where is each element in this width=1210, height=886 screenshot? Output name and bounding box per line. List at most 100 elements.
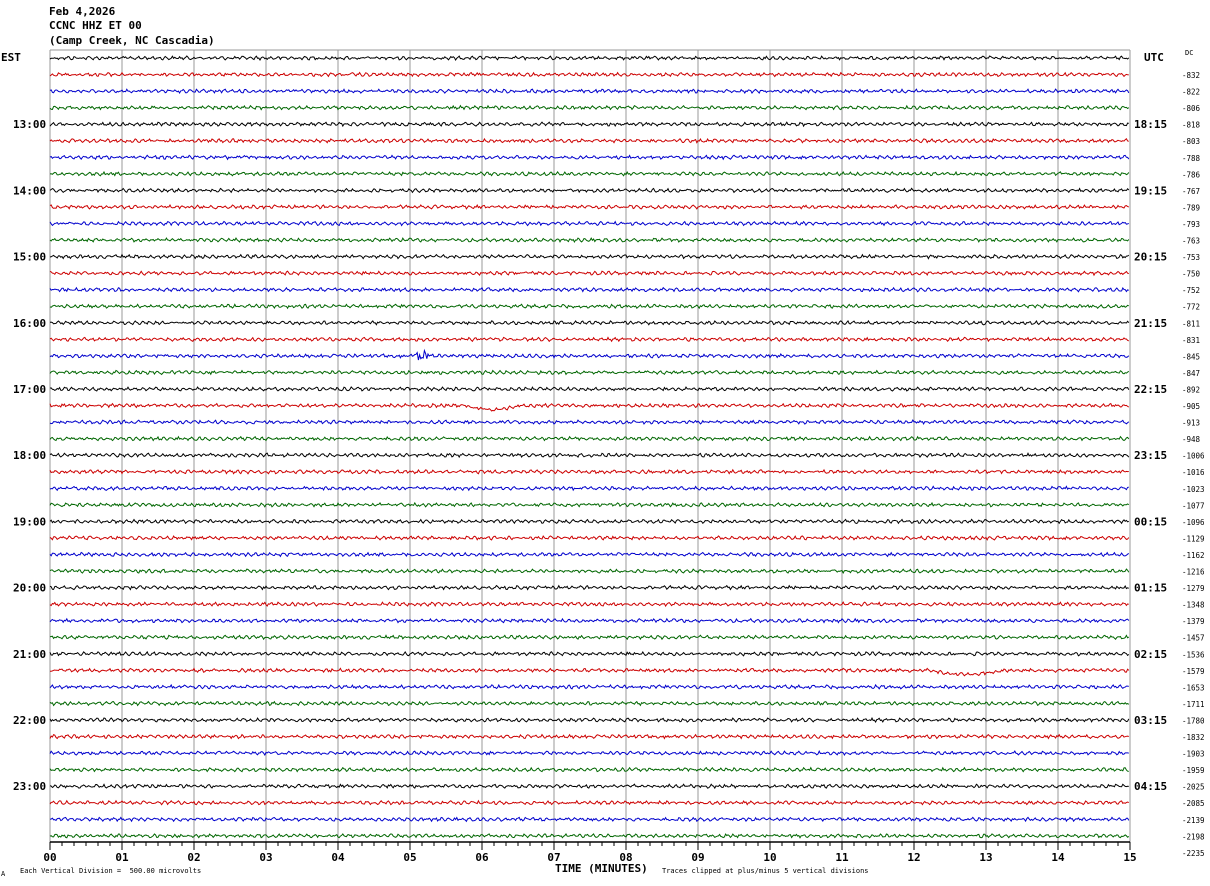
hour-labels: 13:00 14:00 15:00 16:00 17:00 18:00 19:00 20:00…	[13, 118, 1167, 793]
dc-offset-value: -1903	[1182, 750, 1205, 759]
x-tick-label: 07	[547, 851, 560, 864]
trace-line	[49, 733, 1129, 740]
minute-gridlines	[49, 49, 1131, 842]
record-date: Feb 4,2026	[49, 5, 116, 18]
trace-line	[49, 154, 1130, 161]
trace-line	[49, 452, 1130, 459]
dc-offset-value: -1457	[1182, 634, 1205, 643]
x-tick-label: 10	[763, 851, 776, 864]
clip-note: Traces clipped at plus/minus 5 vertical …	[662, 867, 869, 875]
trace-line	[49, 187, 1130, 194]
trace-line	[49, 348, 1130, 361]
est-hour-label: 18:00	[13, 449, 46, 462]
trace-line	[49, 88, 1130, 95]
trace-line	[49, 55, 1130, 61]
dc-offset-value: -752	[1182, 286, 1200, 295]
est-hour-label: 16:00	[13, 317, 46, 330]
dc-offset-value: -803	[1182, 137, 1200, 146]
dc-offset-value: -1579	[1182, 667, 1205, 676]
dc-offset-value: -892	[1182, 385, 1200, 394]
x-tick-label: 05	[403, 851, 416, 864]
trace-line	[49, 220, 1129, 227]
trace-line	[49, 584, 1129, 591]
left-timezone-label: EST	[1, 51, 21, 64]
trace-line	[49, 402, 1130, 412]
dc-offset-value: -786	[1182, 170, 1201, 179]
x-tick-label: 15	[1123, 851, 1136, 864]
dc-offset-value: -1077	[1182, 501, 1205, 510]
dc-offset-value: -2198	[1182, 832, 1205, 841]
utc-hour-label: 00:15	[1134, 515, 1167, 528]
x-tick-label: 04	[331, 851, 345, 864]
trace-line	[49, 435, 1130, 442]
trace-line	[49, 568, 1130, 574]
trace-line	[49, 816, 1130, 823]
dc-offset-value: -2235	[1182, 849, 1205, 858]
dc-offset-value: -806	[1182, 104, 1201, 113]
dc-offset-value: -1959	[1182, 766, 1205, 775]
dc-offset-value: -750	[1182, 270, 1201, 279]
dc-offset-value: -1379	[1182, 617, 1205, 626]
est-hour-label: 13:00	[13, 118, 46, 131]
dc-offset-value: -905	[1182, 402, 1200, 411]
dc-offset-value: -2085	[1182, 799, 1205, 808]
trace-line	[49, 766, 1129, 773]
trace-line	[49, 832, 1130, 839]
seismic-traces	[49, 55, 1130, 839]
dc-offset-value: -1348	[1182, 601, 1205, 610]
dc-offset-value: -793	[1182, 220, 1200, 229]
utc-hour-label: 19:15	[1134, 184, 1167, 197]
x-tick-label: 13	[979, 851, 992, 864]
dc-offset-value: -788	[1182, 154, 1201, 163]
trace-line	[49, 501, 1130, 508]
utc-hour-label: 02:15	[1134, 648, 1167, 661]
dc-offset-value: -1023	[1182, 485, 1205, 494]
dc-offset-value: -1162	[1182, 551, 1205, 560]
right-timezone-label: UTC	[1144, 51, 1164, 64]
x-tick-label: 06	[475, 851, 489, 864]
trace-line	[49, 601, 1129, 608]
time-axis: 00 01 02 03 04 05 06 07 08 09 10 11 12 13 14 15	[43, 841, 1137, 864]
utc-hour-label: 01:15	[1134, 582, 1167, 595]
trace-line	[49, 419, 1130, 425]
x-tick-label: 08	[619, 851, 632, 864]
trace-line	[49, 253, 1130, 260]
dc-offset-value: -1006	[1182, 452, 1205, 461]
utc-hour-label: 21:15	[1134, 317, 1167, 330]
dc-offset-value: -847	[1182, 369, 1200, 378]
trace-line	[49, 237, 1130, 244]
trace-line	[49, 518, 1129, 525]
est-hour-label: 14:00	[13, 184, 46, 197]
dc-offset-value: -1711	[1182, 700, 1205, 709]
dc-column-label: DC	[1185, 49, 1194, 57]
trace-line	[49, 71, 1129, 78]
trace-line	[49, 683, 1129, 690]
dc-offset-value: -753	[1182, 253, 1200, 262]
trace-line	[49, 121, 1129, 128]
est-hour-label: 19:00	[13, 515, 46, 528]
x-tick-label: 11	[835, 851, 849, 864]
trace-line	[49, 286, 1129, 293]
dc-offset-value: -772	[1182, 303, 1200, 312]
dc-offset-value: -1016	[1182, 468, 1205, 477]
trace-line	[49, 667, 1130, 677]
utc-hour-label: 04:15	[1134, 780, 1167, 793]
dc-offset-value: -1536	[1182, 650, 1205, 659]
dc-offset-value: -763	[1182, 237, 1200, 246]
utc-hour-label: 03:15	[1134, 714, 1167, 727]
dc-offset-value: -948	[1182, 435, 1201, 444]
vertical-scale-note: Each Vertical Division = 500.00 microvol…	[20, 867, 202, 875]
est-hour-label: 17:00	[13, 383, 46, 396]
dc-offset-value: -822	[1182, 88, 1200, 97]
trace-line	[49, 617, 1130, 624]
dc-offset-value: -789	[1182, 203, 1200, 212]
x-tick-label: 00	[43, 851, 56, 864]
dc-offset-value: -2139	[1182, 816, 1205, 825]
trace-line	[49, 270, 1129, 277]
dc-offset-value: -845	[1182, 352, 1200, 361]
corner-mark: A	[1, 870, 6, 878]
x-tick-label: 02	[187, 851, 200, 864]
trace-line	[49, 468, 1129, 475]
dc-offset-value: -1279	[1182, 584, 1205, 593]
